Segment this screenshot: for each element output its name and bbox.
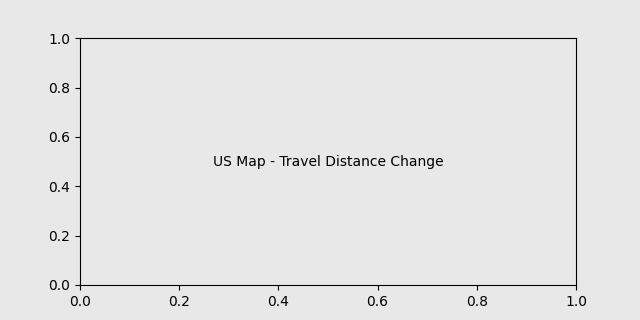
Text: US Map - Travel Distance Change: US Map - Travel Distance Change xyxy=(212,155,444,169)
